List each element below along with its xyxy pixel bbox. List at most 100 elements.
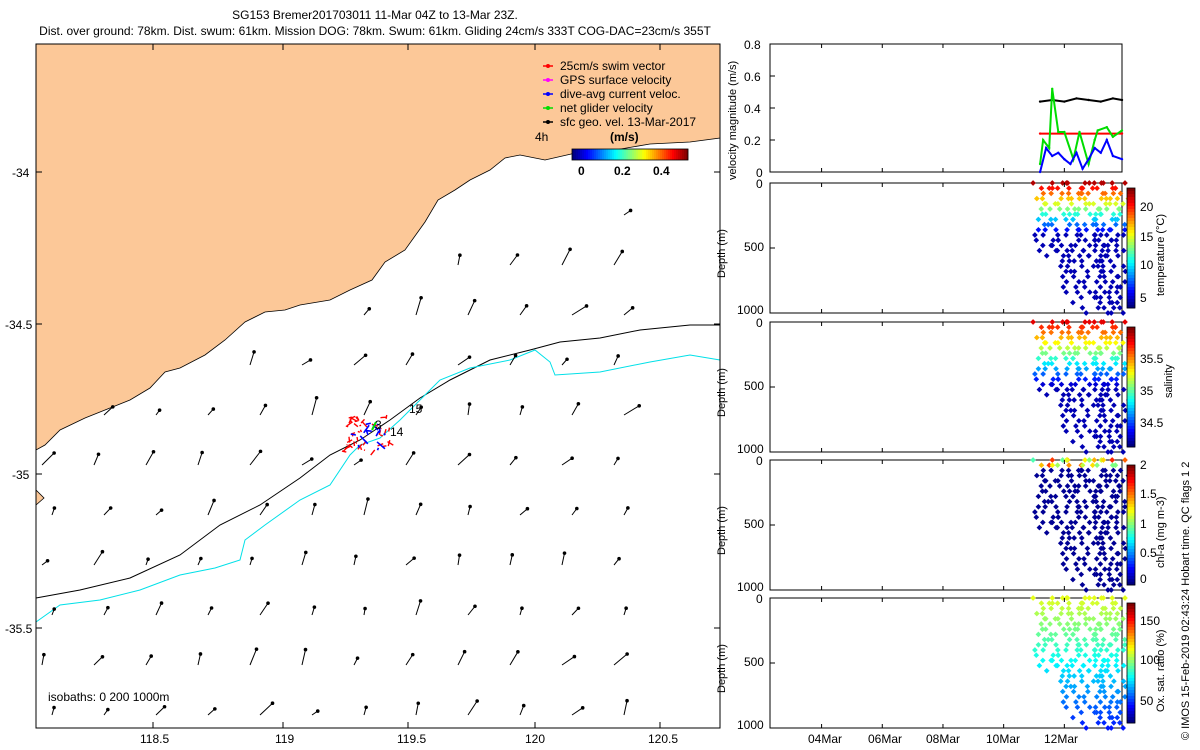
colorbar-cell xyxy=(1127,236,1135,240)
profile-sample xyxy=(1117,626,1123,633)
colorbar-cell xyxy=(1127,717,1135,721)
colorbar-cell xyxy=(1127,702,1135,706)
profile-sample xyxy=(1076,391,1083,398)
profile-sample xyxy=(1113,386,1119,393)
legend-marker-dot xyxy=(546,64,550,68)
geo-velocity-arrow xyxy=(41,452,55,466)
colorbar-cell xyxy=(1127,351,1135,355)
geo-velocity-arrow xyxy=(561,249,571,266)
profile-sample xyxy=(1120,477,1126,484)
profile-sample xyxy=(1066,626,1073,633)
colorbar-cell xyxy=(1127,248,1135,252)
geo-velocity-arrow xyxy=(405,452,415,466)
profile-sample xyxy=(1054,600,1061,607)
profile-sample xyxy=(1043,529,1050,536)
profile-sample xyxy=(1059,605,1065,612)
profile-sample xyxy=(1120,232,1127,238)
profile-sample xyxy=(1065,610,1072,617)
profile-sample xyxy=(1086,595,1093,601)
colorbar-cell xyxy=(624,149,627,160)
profile-sample xyxy=(1075,376,1082,383)
profile-sample xyxy=(1054,647,1061,653)
colorbar-frame xyxy=(1126,464,1136,586)
profile-sample xyxy=(1103,621,1110,627)
geo-velocity-arrowhead xyxy=(45,558,50,563)
profile-sample xyxy=(1099,365,1106,372)
geo-velocity-arrowhead xyxy=(52,705,56,710)
profile-sample xyxy=(1097,423,1104,429)
dive-avg-current-vector xyxy=(376,423,379,426)
profile-sample xyxy=(1087,211,1093,218)
profile-sample xyxy=(1098,195,1105,202)
profile-sample xyxy=(1081,334,1088,341)
profile-sample xyxy=(1120,524,1127,531)
profile-sample xyxy=(1105,519,1111,526)
profile-sample xyxy=(1076,667,1083,674)
lat-tick: -34 xyxy=(12,166,30,180)
vel-ylabel: velocity magnitude (m/s) xyxy=(727,60,739,180)
geo-velocity-arrow xyxy=(561,553,565,566)
profile-sample xyxy=(1070,493,1076,500)
chl-ctick: 1.5 xyxy=(1140,487,1157,501)
colorbar-cell xyxy=(1127,699,1135,703)
colorbar-cell xyxy=(676,149,679,160)
profile-sample xyxy=(1103,195,1110,202)
profile-sample xyxy=(1086,615,1093,622)
colorbar-cell xyxy=(1127,399,1135,403)
profile-sample xyxy=(1055,652,1062,659)
profile-sample xyxy=(1071,407,1078,414)
geo-velocity-arrowhead xyxy=(510,553,515,557)
colorbar-cell xyxy=(630,149,633,160)
profile-sample xyxy=(1074,360,1080,367)
profile-sample xyxy=(1060,488,1067,495)
geo-velocity-arrowhead xyxy=(367,306,372,311)
profile-sample xyxy=(1091,457,1098,463)
profile-sample xyxy=(1055,477,1061,484)
profile-sample xyxy=(1103,371,1110,377)
profile-sample xyxy=(1122,641,1128,648)
profile-sample xyxy=(1100,381,1107,388)
colorbar-cell xyxy=(1127,561,1135,565)
colorbar-cell xyxy=(1127,336,1135,340)
colorbar-cell xyxy=(1127,690,1135,694)
profile-sample xyxy=(1103,615,1109,622)
velocity-point xyxy=(1038,170,1042,174)
profile-sample xyxy=(1085,550,1091,557)
profile-sample xyxy=(1107,339,1113,346)
profile-sample xyxy=(1063,457,1070,463)
profile-sample xyxy=(1063,232,1069,238)
profile-sample xyxy=(1110,304,1117,311)
profile-sample xyxy=(1059,190,1065,197)
profile-sample xyxy=(1102,693,1109,700)
sal-ytick: 500 xyxy=(744,379,765,393)
profile-sample xyxy=(1064,365,1070,372)
colorbar-cell xyxy=(1127,369,1135,373)
colorbar-cell xyxy=(1127,393,1135,397)
colorbar-cell xyxy=(1127,543,1135,547)
profile-sample xyxy=(1057,540,1064,547)
geo-velocity-arrowhead xyxy=(521,703,526,708)
colorbar-cell xyxy=(606,149,609,160)
profile-sample xyxy=(1092,657,1099,664)
geo-velocity-arrowhead xyxy=(198,652,203,656)
profile-sample xyxy=(1117,561,1124,567)
profile-sample xyxy=(1049,600,1056,607)
profile-sample xyxy=(1100,221,1107,228)
profile-sample xyxy=(1082,595,1088,601)
profile-sample xyxy=(1041,200,1048,207)
profile-sample xyxy=(1103,477,1109,484)
geo-velocity-arrowhead xyxy=(211,407,216,411)
chl-clabel: chl-a (mg m-3) xyxy=(1155,496,1167,568)
profile-sample xyxy=(1063,417,1070,424)
profile-sample xyxy=(1094,462,1100,469)
chl-ytick: 1000 xyxy=(737,580,764,594)
profile-sample xyxy=(1063,647,1069,653)
profile-sample xyxy=(1030,595,1036,601)
profile-sample xyxy=(1109,417,1116,424)
profile-sample xyxy=(1120,247,1127,254)
profile-sample xyxy=(1092,350,1099,357)
profile-sample xyxy=(1057,678,1064,685)
profile-sample xyxy=(1040,657,1046,664)
colorbar-cell xyxy=(1127,621,1135,625)
profile-sample xyxy=(1112,600,1119,607)
